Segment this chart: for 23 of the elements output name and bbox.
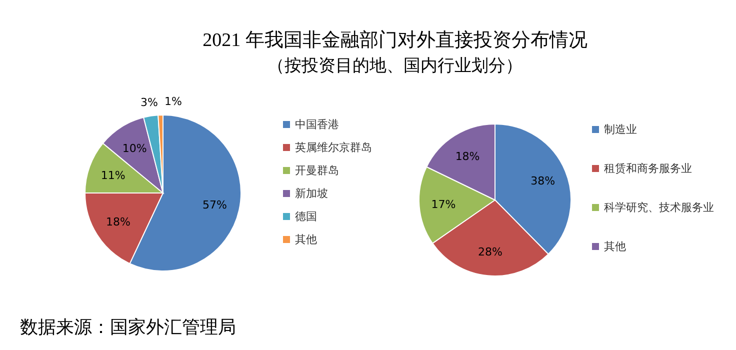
source-note: 数据来源：国家外汇管理局 (20, 317, 236, 337)
data-label: 18% (455, 150, 480, 164)
chart-title: 2021 年我国非金融部门对外直接投资分布情况 (202, 29, 588, 51)
data-label: 18% (106, 215, 130, 228)
legend-label: 制造业 (604, 123, 637, 136)
legend-label: 开曼群岛 (295, 164, 339, 177)
legend-label: 科学研究、技术服务业 (604, 201, 714, 214)
data-label: 10% (122, 142, 147, 156)
legend-label: 租赁和商务服务业 (604, 162, 692, 175)
data-label: 1% (164, 95, 182, 108)
legend-label: 新加坡 (295, 187, 328, 200)
data-label: 38% (530, 174, 556, 188)
legend-label: 中国香港 (295, 118, 339, 131)
data-label: 17% (431, 198, 456, 212)
data-label: 11% (100, 169, 126, 182)
data-label: 3% (140, 96, 158, 110)
legend-label: 其他 (295, 233, 317, 246)
legend-label: 德国 (295, 210, 317, 223)
data-label: 28% (478, 245, 502, 258)
legend-label: 英属维尔京群岛 (295, 141, 372, 154)
chart-subtitle: （按投资目的地、国内行业划分） (268, 56, 522, 75)
data-label: 57% (202, 198, 227, 212)
legend-label: 其他 (604, 240, 626, 253)
